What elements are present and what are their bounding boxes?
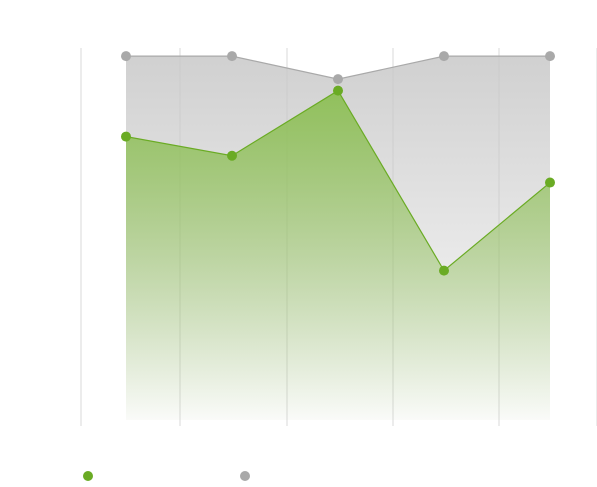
data-point-series-1-4 bbox=[545, 51, 555, 62]
data-point-series-1-2 bbox=[333, 74, 343, 85]
legend-marker-1 bbox=[240, 471, 250, 481]
data-point-series-0-3 bbox=[439, 265, 449, 276]
area-series-0 bbox=[126, 90, 550, 421]
data-point-series-0-4 bbox=[545, 177, 555, 188]
data-point-series-1-1 bbox=[227, 51, 237, 62]
data-point-series-0-1 bbox=[227, 150, 237, 161]
data-point-series-0-0 bbox=[121, 131, 131, 142]
legend bbox=[83, 471, 250, 481]
data-point-series-1-3 bbox=[439, 51, 449, 62]
series-areas bbox=[126, 56, 550, 421]
data-point-series-0-2 bbox=[333, 85, 343, 96]
series-points bbox=[121, 51, 555, 276]
data-point-series-1-0 bbox=[121, 51, 131, 62]
legend-marker-0 bbox=[83, 471, 93, 481]
